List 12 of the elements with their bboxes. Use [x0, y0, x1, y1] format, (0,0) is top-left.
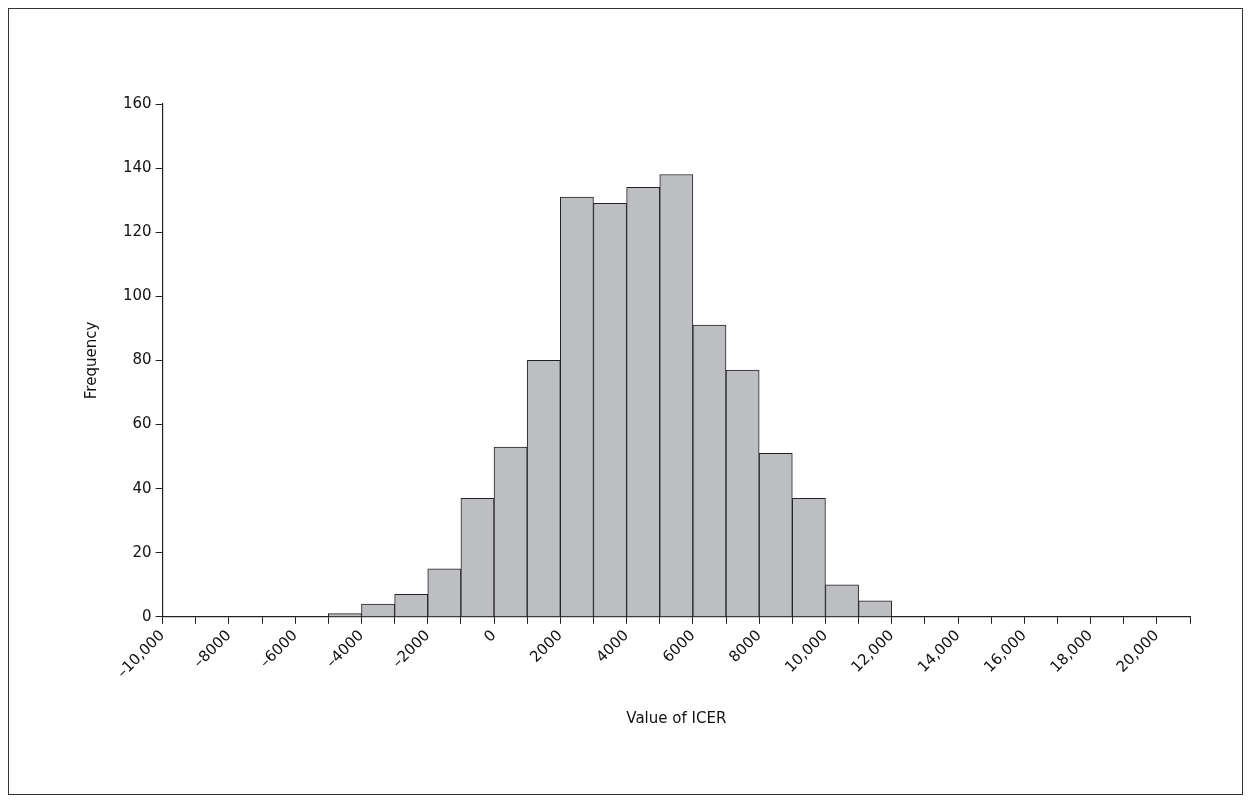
x-axis-title: Value of ICER — [626, 708, 727, 727]
y-tick-label: 160 — [122, 93, 152, 112]
y-tick-label: 40 — [132, 478, 152, 497]
y-tick-label: 140 — [122, 158, 152, 176]
y-tick-label: 0 — [142, 606, 152, 625]
y-tick-label: 120 — [122, 222, 152, 241]
y-axis-title: Frequency — [81, 321, 100, 400]
y-tick-label: 80 — [132, 350, 152, 369]
y-tick-label: 100 — [122, 286, 152, 305]
y-tick-label: 60 — [132, 414, 152, 433]
y-tick-label: 20 — [132, 542, 152, 561]
x-tick-label: 0 — [480, 626, 500, 646]
